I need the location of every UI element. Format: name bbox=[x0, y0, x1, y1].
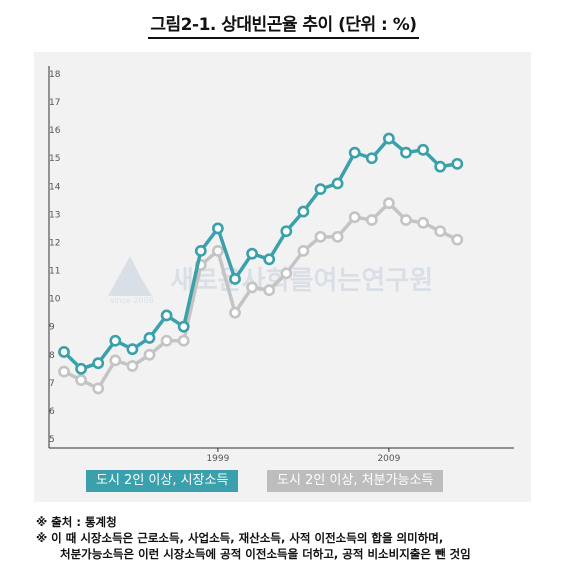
definition-note-2: 처분가능소득은 이런 시장소득에 공적 이전소득을 더하고, 공적 비소비지출은… bbox=[60, 547, 471, 561]
data-point-disposable-income bbox=[331, 230, 344, 243]
series-line-market-income bbox=[62, 136, 458, 371]
source-note: ※ 출처 : 통계청 bbox=[36, 515, 117, 529]
data-point-market-income bbox=[434, 160, 447, 173]
data-point-market-income bbox=[263, 253, 276, 266]
data-point-market-income bbox=[331, 177, 344, 190]
data-point-market-income bbox=[109, 334, 122, 347]
data-point-market-income bbox=[348, 146, 361, 159]
data-point-disposable-income bbox=[58, 365, 70, 378]
footnotes: ※ 출처 : 통계청 ※ 이 때 시장소득은 근로소득, 사업소득, 재산소득,… bbox=[36, 514, 471, 562]
data-point-disposable-income bbox=[280, 267, 293, 280]
y-tick-label: 8 bbox=[49, 351, 55, 361]
data-point-market-income bbox=[126, 343, 139, 356]
data-point-disposable-income bbox=[211, 244, 224, 257]
y-tick-label: 18 bbox=[49, 70, 61, 80]
data-point-disposable-income bbox=[126, 360, 139, 372]
chart-title: 그림2-1. 상대빈곤율 추이 (단위 : %) bbox=[148, 10, 419, 39]
data-point-disposable-income bbox=[263, 284, 276, 297]
x-tick-label: 1999 bbox=[206, 454, 229, 464]
data-point-market-income bbox=[211, 222, 224, 235]
data-point-disposable-income bbox=[314, 230, 327, 243]
y-tick-label: 17 bbox=[49, 98, 60, 108]
data-point-disposable-income bbox=[177, 334, 190, 347]
y-tick-label: 10 bbox=[49, 295, 61, 305]
data-point-disposable-income bbox=[434, 225, 447, 238]
chart-title-wrap: 그림2-1. 상대빈곤율 추이 (단위 : %) bbox=[0, 10, 567, 39]
legend-disposable-income: 도시 2인 이상, 처분가능소득 bbox=[267, 470, 444, 492]
data-point-market-income bbox=[143, 332, 156, 344]
data-point-disposable-income bbox=[92, 382, 105, 395]
data-point-disposable-income bbox=[451, 233, 464, 246]
y-tick-label: 5 bbox=[49, 435, 55, 445]
data-point-disposable-income bbox=[297, 244, 310, 257]
y-tick-label: 6 bbox=[49, 407, 55, 417]
data-point-disposable-income bbox=[160, 334, 173, 347]
data-point-market-income bbox=[160, 309, 173, 322]
watermark-logo-icon bbox=[108, 256, 152, 296]
data-point-market-income bbox=[297, 205, 310, 218]
y-tick-label: 16 bbox=[49, 126, 61, 136]
data-point-market-income bbox=[75, 362, 87, 375]
y-tick-label: 13 bbox=[49, 210, 60, 220]
watermark-text: 새로운사회를여는연구원 bbox=[170, 266, 434, 296]
data-point-market-income bbox=[229, 273, 241, 285]
watermark: 새로운사회를여는연구원 since 2006 bbox=[100, 252, 433, 306]
data-point-disposable-income bbox=[143, 348, 156, 361]
data-point-market-income bbox=[417, 143, 429, 156]
data-point-market-income bbox=[314, 183, 327, 196]
y-tick-label: 15 bbox=[49, 154, 60, 164]
data-point-market-income bbox=[382, 132, 395, 145]
data-point-disposable-income bbox=[246, 281, 258, 294]
y-tick-label: 11 bbox=[49, 267, 60, 277]
y-tick-label: 7 bbox=[49, 379, 55, 389]
data-point-market-income bbox=[280, 225, 293, 238]
data-point-disposable-income bbox=[348, 211, 361, 224]
data-point-disposable-income bbox=[229, 306, 241, 319]
data-point-market-income bbox=[451, 157, 464, 170]
data-point-market-income bbox=[365, 152, 378, 165]
data-point-market-income bbox=[92, 357, 105, 370]
watermark-since: since 2006 bbox=[110, 296, 154, 305]
y-tick-label: 9 bbox=[49, 323, 55, 333]
data-point-disposable-income bbox=[75, 374, 87, 386]
x-tick-label: 2009 bbox=[377, 454, 400, 464]
series-line-disposable-income bbox=[63, 201, 459, 391]
y-tick-label: 12 bbox=[49, 238, 60, 248]
data-point-market-income bbox=[177, 320, 190, 333]
data-point-disposable-income bbox=[365, 214, 378, 226]
data-point-market-income bbox=[58, 346, 70, 358]
data-point-market-income bbox=[194, 244, 207, 257]
data-point-disposable-income bbox=[400, 214, 412, 226]
data-point-market-income bbox=[400, 146, 412, 159]
legend-market-income: 도시 2인 이상, 시장소득 bbox=[86, 470, 239, 492]
definition-note-1: ※ 이 때 시장소득은 근로소득, 사업소득, 재산소득, 사적 이전소득의 합… bbox=[36, 531, 444, 545]
data-point-market-income bbox=[246, 247, 258, 260]
data-point-disposable-income bbox=[109, 354, 122, 367]
data-point-disposable-income bbox=[417, 216, 429, 229]
y-tick-label: 14 bbox=[49, 182, 61, 192]
data-point-disposable-income bbox=[382, 197, 395, 210]
